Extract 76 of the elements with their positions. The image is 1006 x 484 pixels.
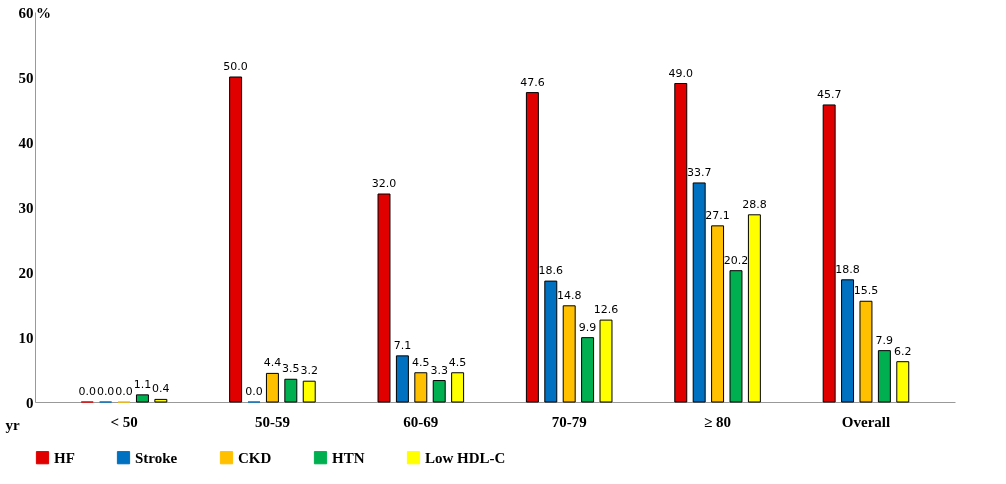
- bar: [877, 350, 891, 403]
- bar: [674, 83, 688, 403]
- data-label: 0.0: [78, 385, 96, 398]
- y-tick-label: 40: [18, 134, 34, 151]
- x-tick-label: 70-79: [551, 413, 587, 430]
- y-axis-title: %: [36, 4, 51, 21]
- data-label: 50.0: [223, 60, 248, 73]
- data-label: 20.2: [723, 253, 749, 267]
- legend-label: Low HDL-C: [425, 449, 506, 466]
- data-label: 49.0: [668, 66, 694, 80]
- data-label: 28.8: [742, 197, 767, 211]
- bar: [395, 355, 409, 403]
- data-label: 9.9: [578, 320, 597, 334]
- bar: [451, 372, 465, 403]
- bar: [544, 280, 558, 403]
- bar: [859, 300, 873, 403]
- data-label: 27.1: [705, 208, 730, 222]
- data-label: 45.7: [816, 87, 842, 101]
- y-tick-label: 30: [18, 199, 34, 216]
- data-label: 7.9: [875, 333, 894, 347]
- x-tick-label: < 50: [110, 413, 138, 430]
- legend-label: HF: [54, 449, 75, 466]
- bar: [896, 361, 910, 403]
- data-label: 4.4: [263, 356, 282, 370]
- data-label: 18.6: [538, 264, 564, 278]
- data-label: 3.5: [282, 362, 300, 376]
- bar: [711, 225, 725, 403]
- x-tick-label: Overall: [841, 413, 891, 430]
- bar: [841, 279, 855, 403]
- bar: [729, 270, 743, 403]
- x-axis-title: yr: [5, 416, 20, 433]
- data-label: 0.0: [115, 385, 133, 398]
- data-label: 1.1: [133, 377, 152, 391]
- data-label: 14.8: [556, 288, 582, 302]
- y-tick-label: 60: [18, 4, 34, 21]
- bar: [581, 337, 595, 403]
- legend-label: HTN: [332, 449, 365, 466]
- data-label: 3.2: [300, 364, 318, 378]
- data-label: 4.5: [412, 355, 430, 369]
- data-label: 0.0: [96, 385, 115, 398]
- y-tick-label: 50: [18, 69, 34, 86]
- bar: [229, 76, 243, 403]
- bar: [154, 398, 168, 403]
- bar: [822, 104, 836, 403]
- bar: [747, 214, 761, 403]
- bar: [284, 378, 298, 403]
- bar: [562, 305, 576, 403]
- data-label: 32.0: [371, 177, 397, 190]
- bar: [302, 380, 316, 403]
- legend-label: Stroke: [135, 449, 178, 466]
- data-label: 0.0: [245, 385, 263, 398]
- legend-label: CKD: [238, 449, 272, 466]
- bar: [432, 380, 446, 403]
- data-label: 18.8: [835, 262, 860, 276]
- data-label: 47.6: [520, 75, 545, 89]
- data-label: 3.3: [430, 363, 448, 377]
- y-tick-label: 10: [18, 329, 34, 346]
- data-label: 33.7: [686, 165, 712, 179]
- data-label: 7.1: [393, 338, 412, 352]
- x-tick-label: 60-69: [403, 413, 439, 430]
- data-label: 4.5: [448, 355, 467, 369]
- y-tick-label: 20: [18, 264, 34, 281]
- x-tick-label: 50-59: [254, 413, 290, 430]
- bar: [265, 372, 279, 403]
- bar: [692, 182, 706, 403]
- y-tick-label: 0: [26, 394, 34, 411]
- data-label: 0.4: [152, 382, 170, 396]
- data-label: 15.5: [853, 284, 879, 298]
- x-tick-label: ≥ 80: [704, 413, 732, 430]
- bar: [525, 92, 539, 403]
- data-label: 6.2: [894, 344, 912, 358]
- bar: [414, 372, 428, 403]
- bar: [599, 319, 613, 403]
- bar: [377, 193, 391, 403]
- data-label: 12.6: [593, 303, 619, 317]
- bar: [135, 394, 149, 403]
